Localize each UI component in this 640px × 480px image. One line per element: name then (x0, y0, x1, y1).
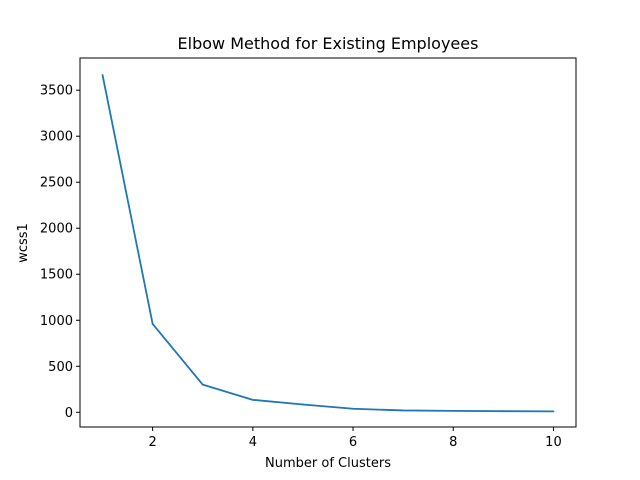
data-point (402, 409, 405, 412)
data-point (552, 410, 555, 413)
y-tick-label: 500 (48, 360, 73, 375)
data-point (452, 409, 455, 412)
plot-layer (101, 74, 555, 413)
x-axis-ticks: 2 4 6 8 10 (149, 427, 562, 450)
y-tick-label: 2500 (40, 176, 73, 191)
x-tick-label: 8 (449, 435, 457, 450)
y-tick-label: 0 (65, 406, 73, 421)
y-tick-label: 1500 (40, 268, 73, 283)
y-axis-label: wcss1 (16, 223, 31, 263)
data-point (101, 74, 104, 76)
series-line-0 (101, 74, 554, 413)
data-point (151, 323, 154, 325)
y-tick-label: 2000 (40, 222, 73, 237)
data-point (502, 410, 505, 413)
x-axis-label: Number of Clusters (265, 456, 391, 471)
y-tick-label: 3500 (40, 84, 73, 99)
data-point (201, 383, 204, 386)
x-tick-label: 4 (249, 435, 257, 450)
chart-title: Elbow Method for Existing Employees (178, 34, 479, 53)
x-tick-label: 6 (349, 435, 357, 450)
x-tick-label: 10 (545, 435, 562, 450)
y-tick-label: 3000 (40, 130, 73, 145)
data-point (302, 403, 304, 406)
plot-frame (79, 57, 577, 428)
x-tick-label: 2 (149, 435, 157, 450)
y-axis-ticks: 0 500 1000 1500 2000 2500 3000 3500 (40, 84, 80, 421)
data-point (352, 407, 354, 410)
y-tick-label: 1000 (40, 314, 73, 329)
data-point (251, 398, 254, 401)
